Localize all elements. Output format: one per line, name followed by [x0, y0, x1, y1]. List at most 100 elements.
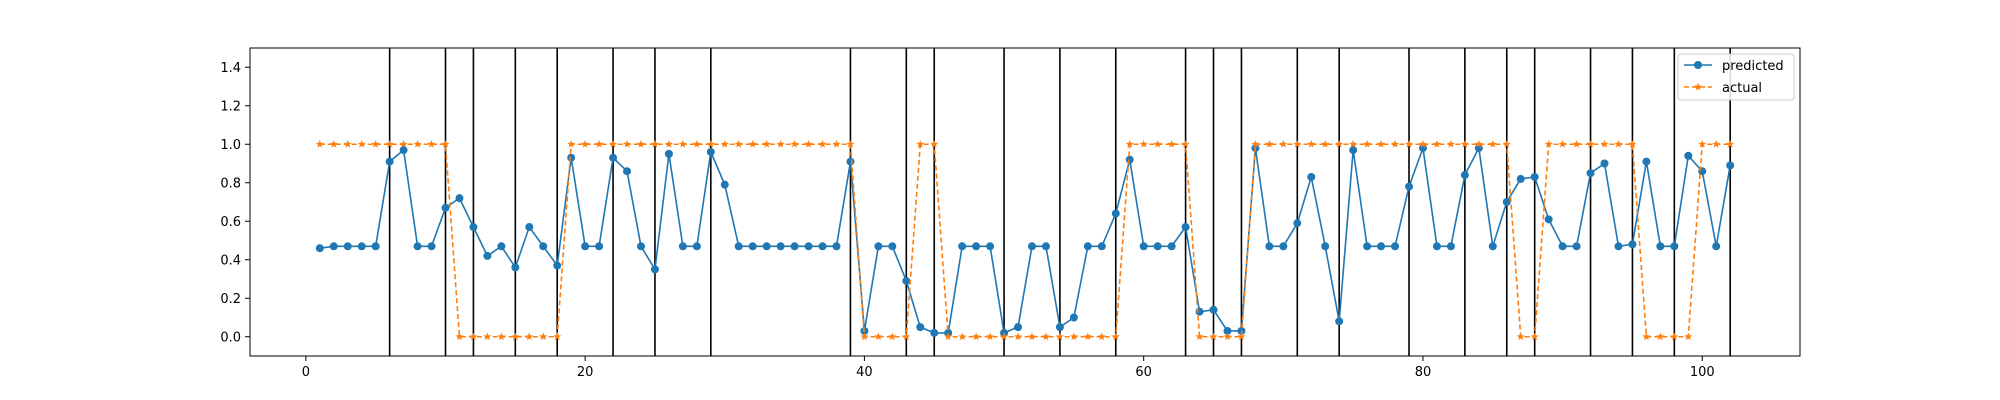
- point-predicted: [1488, 242, 1497, 251]
- point-actual: [1670, 332, 1679, 341]
- point-predicted: [1069, 313, 1078, 322]
- point-actual: [1712, 140, 1721, 148]
- point-actual: [1488, 140, 1497, 148]
- point-predicted: [1516, 174, 1525, 183]
- point-predicted: [371, 242, 380, 251]
- point-predicted: [1014, 323, 1023, 332]
- point-actual: [483, 332, 492, 341]
- point-actual: [1474, 140, 1483, 148]
- point-predicted: [958, 242, 967, 251]
- point-actual: [1153, 140, 1162, 148]
- point-predicted: [972, 242, 981, 251]
- point-actual: [1111, 332, 1120, 341]
- point-predicted: [1293, 219, 1302, 228]
- point-actual: [441, 140, 450, 148]
- vertical-lines: [388, 48, 1731, 356]
- x-tick-label: 40: [856, 365, 873, 380]
- point-predicted: [1572, 242, 1581, 251]
- point-actual: [343, 140, 352, 148]
- point-actual: [539, 332, 548, 341]
- point-actual: [958, 332, 967, 341]
- legend-predicted-marker: [1694, 61, 1702, 69]
- point-actual: [1418, 140, 1427, 148]
- point-actual: [1642, 332, 1651, 341]
- point-predicted: [1349, 146, 1358, 155]
- point-predicted: [776, 242, 785, 251]
- point-predicted: [902, 276, 911, 285]
- point-actual: [1181, 140, 1190, 148]
- point-predicted: [734, 242, 743, 251]
- x-axis-ticks: 0 20 40 60 80 100: [302, 356, 1715, 380]
- point-actual: [678, 140, 687, 148]
- point-predicted: [1446, 242, 1455, 251]
- point-actual: [888, 332, 897, 341]
- point-predicted: [1712, 242, 1721, 251]
- point-predicted: [692, 242, 701, 251]
- point-actual: [1209, 332, 1218, 341]
- point-predicted: [497, 242, 506, 251]
- point-actual: [581, 140, 590, 148]
- point-predicted: [1600, 159, 1609, 168]
- point-actual: [1069, 332, 1078, 341]
- point-predicted: [818, 242, 827, 251]
- point-predicted: [1335, 317, 1344, 326]
- point-predicted: [1153, 242, 1162, 251]
- point-actual: [804, 140, 813, 148]
- point-actual: [1167, 140, 1176, 148]
- point-actual: [511, 332, 520, 341]
- point-actual: [664, 140, 673, 148]
- point-predicted: [1544, 215, 1553, 224]
- point-predicted: [930, 328, 939, 337]
- point-actual: [944, 332, 953, 341]
- x-tick-label: 20: [577, 365, 594, 380]
- y-tick-label: 1.0: [220, 138, 241, 153]
- point-predicted: [874, 242, 883, 251]
- point-predicted: [664, 149, 673, 158]
- point-predicted: [455, 194, 464, 203]
- point-actual: [455, 332, 464, 341]
- point-actual: [1516, 332, 1525, 341]
- point-actual: [1614, 140, 1623, 148]
- point-predicted: [1391, 242, 1400, 251]
- y-tick-label: 0.4: [220, 253, 241, 268]
- point-predicted: [720, 180, 729, 189]
- point-predicted: [385, 157, 394, 166]
- x-tick-label: 60: [1135, 365, 1152, 380]
- point-actual: [1321, 140, 1330, 148]
- y-tick-label: 0.0: [220, 330, 241, 345]
- point-actual: [902, 332, 911, 341]
- point-predicted: [315, 244, 324, 253]
- point-actual: [874, 332, 883, 341]
- point-predicted: [636, 242, 645, 251]
- point-predicted: [1586, 169, 1595, 178]
- point-predicted: [1027, 242, 1036, 251]
- series-layer: [315, 140, 1735, 341]
- point-actual: [1363, 140, 1372, 148]
- point-actual: [1307, 140, 1316, 148]
- point-actual: [762, 140, 771, 148]
- point-actual: [1586, 140, 1595, 148]
- point-predicted: [1167, 242, 1176, 251]
- point-predicted: [1139, 242, 1148, 251]
- point-predicted: [1460, 171, 1469, 180]
- point-actual: [832, 140, 841, 148]
- point-actual: [692, 140, 701, 148]
- point-actual: [497, 332, 506, 341]
- point-predicted: [650, 265, 659, 274]
- point-actual: [371, 140, 380, 148]
- point-actual: [1726, 140, 1735, 148]
- point-actual: [1544, 140, 1553, 148]
- point-actual: [525, 332, 534, 341]
- point-actual: [357, 140, 366, 148]
- point-actual: [413, 140, 422, 148]
- legend: predicted actual: [1677, 53, 1795, 101]
- point-predicted: [1502, 198, 1511, 206]
- point-actual: [860, 332, 869, 341]
- point-predicted: [1432, 242, 1441, 251]
- point-actual: [818, 140, 827, 148]
- point-predicted: [553, 261, 562, 270]
- point-actual: [930, 140, 939, 148]
- point-actual: [1684, 332, 1693, 341]
- point-predicted: [1041, 242, 1050, 251]
- point-predicted: [1558, 242, 1567, 251]
